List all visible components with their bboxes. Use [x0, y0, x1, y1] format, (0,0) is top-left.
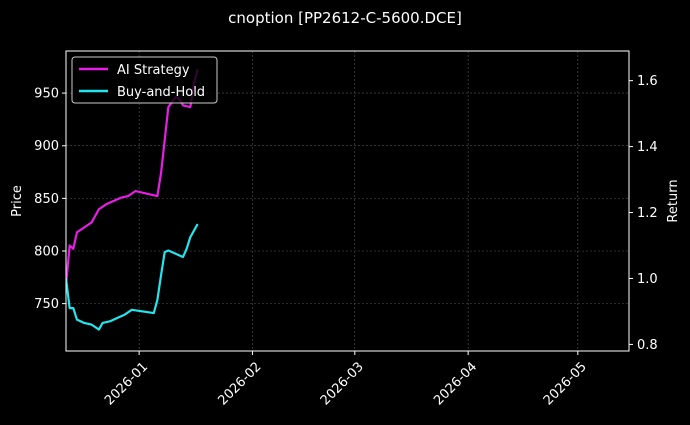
- y-tick-label: 850: [34, 192, 59, 207]
- y-tick-label: 750: [34, 297, 59, 312]
- legend-label-buy-and-hold: Buy-and-Hold: [117, 85, 205, 100]
- y2-tick-label: 1.6: [637, 74, 658, 89]
- y-tick-label: 950: [34, 87, 59, 102]
- y-tick-label: 800: [34, 245, 59, 260]
- y2-tick-label: 1.2: [637, 206, 658, 221]
- grid: [66, 51, 629, 351]
- y2-tick-label: 1.0: [637, 272, 658, 287]
- legend: AI Strategy Buy-and-Hold: [71, 56, 218, 104]
- chart-title: cnoption [PP2612-C-5600.DCE]: [228, 9, 462, 27]
- plot-frame: [65, 50, 630, 352]
- legend-label-ai-strategy: AI Strategy: [117, 63, 190, 78]
- y2-axis-label: Return: [666, 179, 681, 222]
- y-axis-label: Price: [10, 185, 25, 217]
- y-tick-label: 900: [34, 139, 59, 154]
- series-line-buy-and-hold: [66, 223, 199, 331]
- legend-box: [71, 56, 218, 104]
- y2-tick-label: 1.4: [637, 140, 658, 155]
- y2-tick-label: 0.8: [637, 338, 658, 353]
